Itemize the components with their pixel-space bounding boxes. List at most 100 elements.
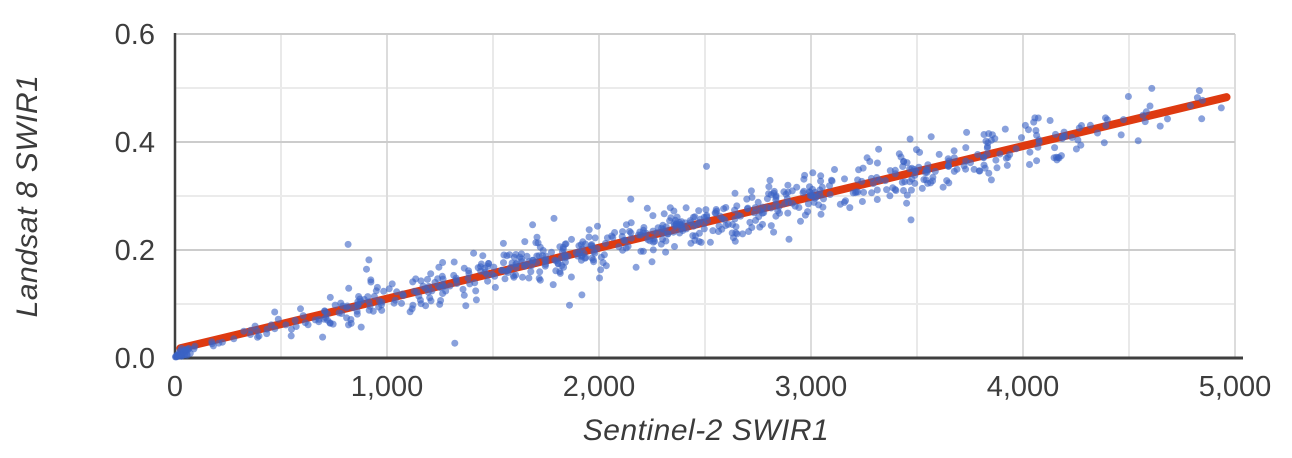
scatter-point <box>759 203 767 211</box>
scatter-point <box>319 333 327 341</box>
scatter-point <box>743 205 751 213</box>
scatter-point <box>690 213 697 221</box>
scatter-point <box>1094 129 1101 137</box>
scatter-point <box>552 267 560 275</box>
scatter-point <box>695 238 703 245</box>
scatter-point <box>380 287 388 295</box>
scatter-point <box>992 156 1000 164</box>
scatter-point <box>766 176 774 184</box>
scatter-point <box>365 256 373 264</box>
scatter-point <box>626 227 633 235</box>
scatter-point <box>810 198 818 206</box>
scatter-point <box>191 342 199 350</box>
scatter-point <box>875 176 883 184</box>
scatter-point <box>974 151 982 158</box>
scatter-point <box>1001 125 1009 133</box>
scatter-point <box>1012 145 1020 153</box>
scatter-point <box>817 210 825 218</box>
scatter-point <box>315 318 323 326</box>
scatter-point <box>516 253 524 261</box>
scatter-point <box>643 204 651 212</box>
scatter-point <box>622 221 630 229</box>
scatter-point <box>322 314 330 322</box>
scatter-point <box>462 302 470 310</box>
scatter-point <box>422 285 430 292</box>
scatter-point <box>491 283 499 291</box>
scatter-point <box>873 196 881 203</box>
scatter-point <box>459 285 467 293</box>
scatter-point <box>591 234 599 242</box>
scatter-point <box>536 268 544 276</box>
scatter-point <box>466 280 474 288</box>
scatter-point <box>944 155 952 163</box>
scatter-point <box>809 185 816 193</box>
scatter-point <box>648 258 656 266</box>
scatter-point <box>627 195 635 203</box>
scatter-point <box>434 275 442 283</box>
scatter-point <box>903 191 911 199</box>
scatter-point <box>1148 84 1156 92</box>
scatter-point <box>895 150 903 158</box>
scatter-point <box>703 162 710 170</box>
scatter-point <box>451 339 459 347</box>
scatter-point <box>1021 121 1029 129</box>
scatter-point <box>177 344 185 352</box>
scatter-point <box>413 288 421 296</box>
scatter-point <box>772 196 780 204</box>
scatter-point <box>450 258 458 266</box>
scatter-point <box>886 192 894 200</box>
scatter-point <box>671 243 678 250</box>
x-tick-label: 1,000 <box>351 371 424 403</box>
scatter-point <box>1026 161 1033 168</box>
scatter-point <box>398 299 405 307</box>
scatter-point <box>724 220 732 228</box>
scatter-point <box>525 274 533 282</box>
scatter-point <box>927 133 935 141</box>
scatter-point <box>801 171 809 179</box>
scatter-point <box>987 176 995 184</box>
scatter-point <box>916 148 924 156</box>
scatter-point <box>399 292 407 300</box>
scatter-point <box>881 177 889 185</box>
scatter-point <box>983 144 991 152</box>
scatter-point <box>1199 96 1206 104</box>
scatter-point <box>953 165 961 173</box>
scatter-point <box>816 186 824 194</box>
scatter-point <box>488 270 496 278</box>
scatter-point <box>523 252 531 260</box>
scatter-point <box>373 283 381 291</box>
scatter-point <box>344 240 352 248</box>
scatter-point <box>1006 151 1014 158</box>
x-tick-label: 4,000 <box>987 371 1060 403</box>
scatter-point <box>1193 94 1201 102</box>
scatter-point <box>529 221 537 229</box>
scatter-point <box>422 302 430 310</box>
scatter-point <box>860 188 868 196</box>
scatter-point <box>987 136 995 144</box>
scatter-point <box>357 323 365 331</box>
scatter-point <box>931 167 939 175</box>
scatter-point <box>801 211 809 219</box>
scatter-point <box>963 128 971 136</box>
scatter-point <box>409 278 417 286</box>
scatter-point <box>470 249 478 257</box>
scatter-point <box>501 275 509 283</box>
scatter-point <box>490 263 498 271</box>
scatter-point <box>326 319 334 327</box>
scatter-point <box>637 247 645 255</box>
scatter-point <box>174 351 182 359</box>
scatter-point <box>770 228 778 236</box>
scatter-point <box>715 222 723 230</box>
scatter-point <box>535 274 543 282</box>
scatter-point <box>519 273 526 281</box>
scatter-point <box>1156 122 1164 130</box>
scatter-point <box>983 150 991 158</box>
scatter-point <box>288 325 295 333</box>
scatter-point <box>980 131 988 138</box>
scatter-point <box>748 224 756 231</box>
scatter-point <box>512 271 520 279</box>
scatter-point <box>1102 114 1109 122</box>
scatter-point <box>709 227 717 235</box>
